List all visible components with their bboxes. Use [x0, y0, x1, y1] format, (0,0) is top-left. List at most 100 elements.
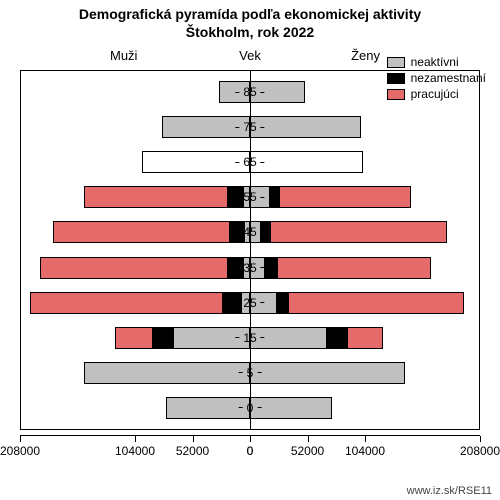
segment-inactive [250, 116, 361, 138]
segment-inactive [166, 397, 250, 419]
age-value: 25 [242, 296, 257, 310]
x-tick-label: 52000 [291, 444, 324, 458]
segment-working [84, 186, 228, 208]
label-women: Ženy [351, 48, 380, 63]
age-row: 75 [21, 114, 479, 140]
label-age: Vek [239, 48, 261, 63]
label-men: Muži [110, 48, 137, 63]
segment-working [270, 221, 447, 243]
age-row: 55 [21, 184, 479, 210]
age-value: 35 [242, 261, 257, 275]
age-label: 45 [235, 225, 264, 239]
x-tick [308, 436, 309, 442]
tick-mark [257, 407, 261, 408]
female-bar [250, 221, 447, 243]
tick-mark [235, 267, 239, 268]
male-bar [84, 186, 250, 208]
segment-working [53, 221, 230, 243]
age-row: 15 [21, 325, 479, 351]
tick-mark [235, 232, 239, 233]
age-value: 85 [242, 85, 257, 99]
x-tick-label: 0 [247, 444, 254, 458]
tick-mark [261, 197, 265, 198]
female-bar [250, 327, 383, 349]
tick-mark [235, 302, 239, 303]
source-text: www.iz.sk/RSE11 [407, 485, 492, 497]
segment-inactive [84, 362, 250, 384]
age-label: 65 [235, 155, 264, 169]
tick-mark [239, 372, 243, 373]
male-bar [166, 397, 250, 419]
x-tick-label: 208000 [0, 444, 40, 458]
age-label: 5 [239, 366, 262, 380]
x-tick [365, 436, 366, 442]
x-axis: 208000104000520000 052000104000208000 [20, 435, 480, 475]
tick-mark [235, 92, 239, 93]
x-axis-right: 052000104000208000 [250, 435, 480, 475]
age-label: 15 [235, 331, 264, 345]
female-bar [250, 292, 464, 314]
tick-mark [261, 127, 265, 128]
segment-working [279, 186, 412, 208]
x-tick [135, 436, 136, 442]
tick-mark [239, 407, 243, 408]
tick-mark [235, 337, 239, 338]
tick-mark [261, 162, 265, 163]
segment-working [115, 327, 153, 349]
female-bar [250, 116, 361, 138]
age-label: 75 [235, 120, 264, 134]
x-tick [250, 436, 251, 442]
segment-unemployed [270, 186, 279, 208]
age-row: 85 [21, 79, 479, 105]
female-bar [250, 186, 411, 208]
female-bar [250, 362, 405, 384]
tick-mark [235, 127, 239, 128]
chart-title-line1: Demografická pyramída podľa ekonomickej … [79, 6, 421, 22]
tick-mark [235, 197, 239, 198]
male-bar [84, 362, 250, 384]
segment-working [347, 327, 382, 349]
x-tick-label: 208000 [460, 444, 500, 458]
age-label: 0 [239, 401, 262, 415]
x-tick [20, 436, 21, 442]
x-axis-left: 208000104000520000 [20, 435, 250, 475]
segment-inactive [250, 397, 332, 419]
rows-container: 85 75 65 55 45 35 25 15 5 0 [21, 79, 479, 421]
segment-empty [250, 151, 363, 173]
age-row: 0 [21, 395, 479, 421]
age-row: 35 [21, 255, 479, 281]
tick-mark [261, 302, 265, 303]
segment-working [277, 257, 432, 279]
legend-label-inactive: neaktívni [411, 54, 459, 70]
segment-unemployed [265, 257, 276, 279]
tick-mark [261, 267, 265, 268]
age-label: 25 [235, 296, 264, 310]
segment-unemployed [153, 327, 173, 349]
segment-unemployed [327, 327, 347, 349]
chart-title-line2: Štokholm, rok 2022 [186, 24, 314, 40]
age-value: 0 [246, 401, 255, 415]
segment-empty [142, 151, 250, 173]
x-tick-label: 104000 [345, 444, 385, 458]
x-tick [480, 436, 481, 442]
segment-working [30, 292, 224, 314]
male-bar [40, 257, 250, 279]
x-tick-label: 104000 [115, 444, 155, 458]
age-value: 5 [246, 366, 255, 380]
age-value: 45 [242, 225, 257, 239]
female-bar [250, 151, 363, 173]
age-row: 5 [21, 360, 479, 386]
pyramid-chart: 85 75 65 55 45 35 25 15 5 0 [20, 70, 480, 430]
age-value: 75 [242, 120, 257, 134]
age-value: 55 [242, 190, 257, 204]
age-row: 65 [21, 149, 479, 175]
segment-inactive [250, 362, 405, 384]
male-bar [30, 292, 250, 314]
age-row: 45 [21, 219, 479, 245]
male-bar [53, 221, 250, 243]
segment-unemployed [277, 292, 288, 314]
age-value: 65 [242, 155, 257, 169]
age-row: 25 [21, 290, 479, 316]
age-value: 15 [242, 331, 257, 345]
x-tick [193, 436, 194, 442]
